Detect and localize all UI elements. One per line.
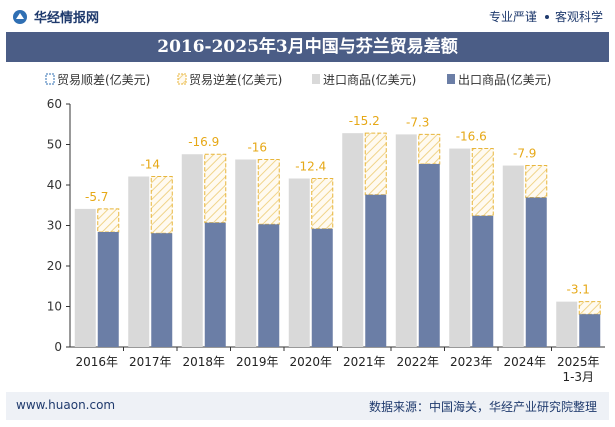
deficit-data-label: -14 — [140, 157, 160, 171]
bar-import — [556, 301, 578, 347]
footer-source: 数据来源：中国海关，华经产业研究院整理 — [368, 400, 597, 414]
y-tick-label: 0 — [54, 340, 62, 354]
y-tick-label: 20 — [47, 259, 62, 273]
bar-export — [472, 215, 494, 347]
legend-swatch-export — [447, 74, 455, 84]
bar-deficit — [578, 301, 601, 315]
bar-import — [288, 178, 310, 347]
x-tick-label: 2020年 — [289, 355, 332, 369]
brand-logo-icon — [13, 9, 27, 24]
y-tick-label: 30 — [47, 219, 62, 233]
bar-deficit — [364, 132, 387, 196]
bar-export — [204, 222, 226, 347]
bar-deficit — [471, 148, 494, 217]
bar-deficit — [311, 178, 334, 230]
tagline-dot-icon — [544, 14, 549, 19]
y-tick-label: 50 — [47, 138, 62, 152]
x-tick-label: 2022年 — [396, 355, 439, 369]
y-tick-label: 40 — [47, 178, 62, 192]
x-tick-label: 2025年 — [557, 355, 600, 369]
bar-import — [502, 165, 524, 347]
x-tick-label: 2023年 — [450, 355, 493, 369]
legend-swatch-import — [312, 74, 320, 84]
brand-name: 华经情报网 — [34, 11, 100, 26]
bar-export — [525, 197, 547, 347]
legend-label: 贸易顺差(亿美元) — [57, 72, 150, 87]
deficit-data-label: -16.6 — [456, 130, 487, 144]
y-tick-label: 10 — [47, 300, 62, 314]
bar-import — [181, 154, 203, 347]
bar-import — [395, 134, 417, 347]
bar-deficit — [525, 165, 548, 199]
bar-import — [128, 176, 150, 347]
deficit-data-label: -16 — [247, 140, 267, 154]
legend-swatch-deficit — [177, 73, 187, 85]
bar-import — [449, 148, 471, 347]
x-tick-label: 2017年 — [129, 355, 172, 369]
deficit-data-label: -15.2 — [349, 114, 380, 128]
title-bar: 2016-2025年3月中国与芬兰贸易差额 — [6, 32, 609, 62]
footer-website[interactable]: www.huaon.com — [16, 398, 116, 412]
x-tick-label: 2021年 — [343, 355, 386, 369]
footer: www.huaon.com 数据来源：中国海关，华经产业研究院整理 — [6, 392, 609, 420]
top-bar: 华经情报网 专业严谨 客观科学 — [0, 0, 615, 32]
bar-import — [342, 133, 364, 347]
tagline: 专业严谨 客观科学 — [489, 8, 603, 25]
bar-deficit — [97, 208, 120, 233]
deficit-data-label: -7.9 — [513, 147, 536, 161]
tagline-left: 专业严谨 — [488, 10, 537, 24]
bar-export — [579, 314, 601, 347]
x-tick-label: 2024年 — [503, 355, 546, 369]
deficit-data-label: -3.1 — [567, 283, 590, 297]
bar-export — [311, 228, 333, 347]
bar-deficit — [204, 153, 227, 224]
legend-swatch-surplus — [45, 73, 55, 85]
deficit-data-label: -5.7 — [85, 190, 108, 204]
bar-import — [74, 208, 96, 347]
bar-export — [365, 194, 387, 347]
y-tick-label: 60 — [47, 97, 62, 111]
deficit-data-label: -7.3 — [406, 115, 429, 129]
bar-export — [418, 163, 440, 347]
tagline-right: 客观科学 — [554, 10, 603, 24]
bar-export — [258, 224, 280, 347]
x-tick-label: 2019年 — [236, 355, 279, 369]
x-tick-label: 2016年 — [75, 355, 118, 369]
bar-export — [97, 231, 119, 347]
bar-import — [235, 159, 257, 347]
deficit-data-label: -12.4 — [295, 160, 326, 174]
legend-label: 出口商品(亿美元) — [458, 72, 551, 87]
chart: 0 10 20 30 40 50 60 -5.7 2016年 -14 2017年 -16.9 2018年… — [45, 72, 605, 384]
x-tick-label: 2018年 — [182, 355, 225, 369]
legend-label: 贸易逆差(亿美元) — [189, 72, 282, 87]
x-tick-label: 1-3月 — [562, 370, 594, 384]
bar-deficit — [257, 158, 280, 225]
bar-deficit — [150, 175, 173, 234]
deficit-data-label: -16.9 — [188, 135, 219, 149]
bar-export — [151, 233, 173, 347]
bar-deficit — [418, 133, 441, 165]
legend-label: 进口商品(亿美元) — [323, 72, 416, 87]
chart-title: 2016-2025年3月中国与芬兰贸易差额 — [157, 37, 458, 57]
brand[interactable]: 华经情报网 — [12, 7, 99, 26]
